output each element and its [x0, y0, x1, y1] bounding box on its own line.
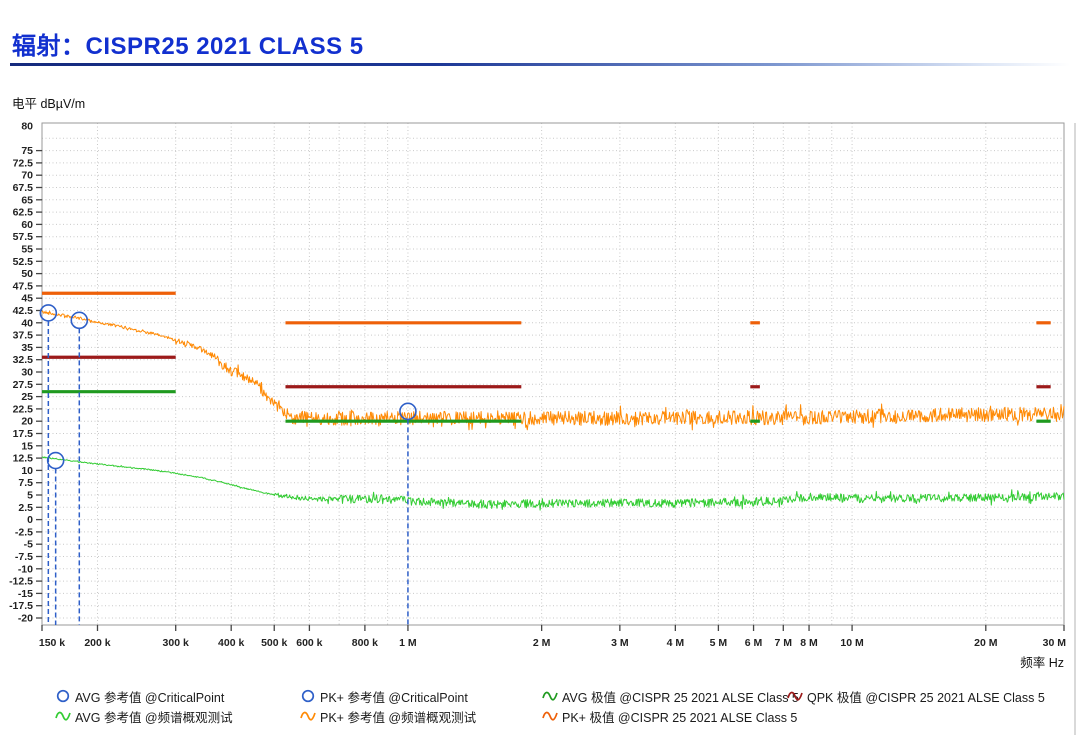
- legend-item[interactable]: AVG 参考值 @CriticalPoint: [55, 687, 300, 706]
- legend-label: PK+ 参考值 @频谱概观测试: [320, 710, 477, 725]
- x-tick-label: 500 k: [261, 637, 287, 649]
- y-tick-label: 5: [27, 490, 33, 502]
- y-tick-label: -2.5: [15, 526, 33, 538]
- y-tick-label: 22.5: [13, 403, 34, 415]
- y-tick-label: 40: [21, 317, 33, 329]
- y-tick-label: 25: [21, 391, 33, 403]
- y-tick-label: 57.5: [13, 231, 34, 243]
- y-tick-label: 50: [21, 268, 33, 280]
- y-tick-label: 42.5: [13, 305, 34, 317]
- plot-border: [41, 122, 1065, 626]
- y-tick-label: 32.5: [13, 354, 34, 366]
- x-tick-label: 300 k: [163, 637, 189, 649]
- x-tick-label: 30 M: [1043, 637, 1067, 649]
- circle-marker-icon: [55, 689, 71, 703]
- x-tick-label: 1 M: [399, 637, 417, 649]
- y-tick-label: 55: [21, 244, 33, 256]
- legend-item[interactable]: PK+ 极值 @CISPR 25 2021 ALSE Class 5: [542, 707, 797, 726]
- x-axis-unit-label: 频率 Hz: [1020, 656, 1064, 670]
- y-tick-label: 52.5: [13, 256, 34, 268]
- wave-trace-icon: [300, 709, 316, 723]
- page-title: 辐射：CISPR25 2021 CLASS 5: [12, 33, 364, 60]
- x-tick-label: 600 k: [296, 637, 322, 649]
- x-tick-label: 6 M: [745, 637, 763, 649]
- y-tick-label: 62.5: [13, 207, 34, 219]
- wave-trace-icon: [787, 689, 803, 703]
- critical-point-marker: [46, 451, 65, 470]
- y-tick-label: 35: [21, 342, 33, 354]
- x-tick-label: 150 k: [39, 637, 65, 649]
- y-tick-label: 7.5: [18, 477, 33, 489]
- legend-item[interactable]: AVG 参考值 @频谱概观测试: [55, 707, 300, 726]
- wave-trace-icon: [542, 709, 558, 723]
- x-tick-label: 7 M: [775, 637, 793, 649]
- x-tick-label: 800 k: [352, 637, 378, 649]
- y-tick-label: 67.5: [13, 182, 34, 194]
- y-tick-label: -5: [24, 539, 33, 551]
- legend-label: PK+ 参考值 @CriticalPoint: [320, 690, 468, 705]
- y-tick-label: 20: [21, 416, 33, 428]
- x-tick-label: 2 M: [533, 637, 551, 649]
- chart-legend: AVG 参考值 @CriticalPoint AVG 参考值 @频谱概观测试 PK+…: [55, 686, 1045, 726]
- x-tick-label: 3 M: [611, 637, 629, 649]
- y-tick-label: 60: [21, 219, 33, 231]
- y-tick-label: 45: [21, 293, 33, 305]
- critical-point-marker: [39, 304, 58, 322]
- legend-item[interactable]: AVG 极值 @CISPR 25 2021 ALSE Class 5: [542, 687, 799, 706]
- critical-point-marker: [70, 311, 89, 330]
- y-tick-label: 10: [21, 465, 33, 477]
- y-tick-label: 12.5: [13, 453, 34, 465]
- legend-label: AVG 极值 @CISPR 25 2021 ALSE Class 5: [562, 690, 799, 705]
- emission-chart[interactable]: 807572.57067.56562.56057.55552.55047.545…: [0, 0, 1080, 672]
- legend-item[interactable]: PK+ 参考值 @CriticalPoint: [300, 687, 542, 706]
- y-tick-label: 65: [21, 194, 33, 206]
- y-tick-label: -12.5: [9, 576, 33, 588]
- y-tick-label: 27.5: [13, 379, 34, 391]
- y-tick-label: -15: [18, 588, 33, 600]
- y-tick-label: 75: [21, 145, 33, 157]
- right-frame-line: [1074, 123, 1076, 735]
- x-tick-label: 4 M: [667, 637, 685, 649]
- y-tick-label: 80: [21, 121, 33, 133]
- y-tick-label: -17.5: [9, 600, 33, 612]
- legend-label: AVG 参考值 @CriticalPoint: [75, 690, 225, 705]
- y-tick-label: 15: [21, 440, 33, 452]
- y-tick-label: 37.5: [13, 330, 34, 342]
- legend-item[interactable]: PK+ 参考值 @频谱概观测试: [300, 707, 542, 726]
- x-tick-label: 10 M: [840, 637, 864, 649]
- legend-label: AVG 参考值 @频谱概观测试: [75, 710, 233, 725]
- y-tick-label: -10: [18, 563, 33, 575]
- y-tick-label: -7.5: [15, 551, 33, 563]
- y-tick-label: 30: [21, 367, 33, 379]
- critical-point-marker: [399, 402, 417, 421]
- legend-item[interactable]: QPK 极值 @CISPR 25 2021 ALSE Class 5: [787, 687, 1045, 706]
- x-tick-label: 400 k: [218, 637, 244, 649]
- y-tick-label: 2.5: [18, 502, 33, 514]
- wave-trace-icon: [55, 709, 71, 723]
- legend-label: QPK 极值 @CISPR 25 2021 ALSE Class 5: [807, 690, 1045, 705]
- title-underline: [10, 63, 1070, 66]
- x-tick-label: 20 M: [974, 637, 998, 649]
- y-tick-label: 70: [21, 170, 33, 182]
- x-tick-label: 8 M: [800, 637, 818, 649]
- trace-avg: [41, 456, 1065, 511]
- y-tick-label: 72.5: [13, 157, 34, 169]
- y-tick-label: 0: [27, 514, 33, 526]
- y-tick-label: -20: [18, 613, 33, 625]
- legend-label: PK+ 极值 @CISPR 25 2021 ALSE Class 5: [562, 710, 798, 725]
- y-tick-label: 17.5: [13, 428, 34, 440]
- trace-pk: [41, 310, 1065, 431]
- x-tick-label: 5 M: [710, 637, 728, 649]
- circle-marker-icon: [300, 689, 316, 703]
- wave-trace-icon: [542, 689, 558, 703]
- y-tick-label: 47.5: [13, 280, 34, 292]
- x-tick-label: 200 k: [84, 637, 110, 649]
- y-axis-unit-label: 电平 dBµV/m: [12, 97, 86, 111]
